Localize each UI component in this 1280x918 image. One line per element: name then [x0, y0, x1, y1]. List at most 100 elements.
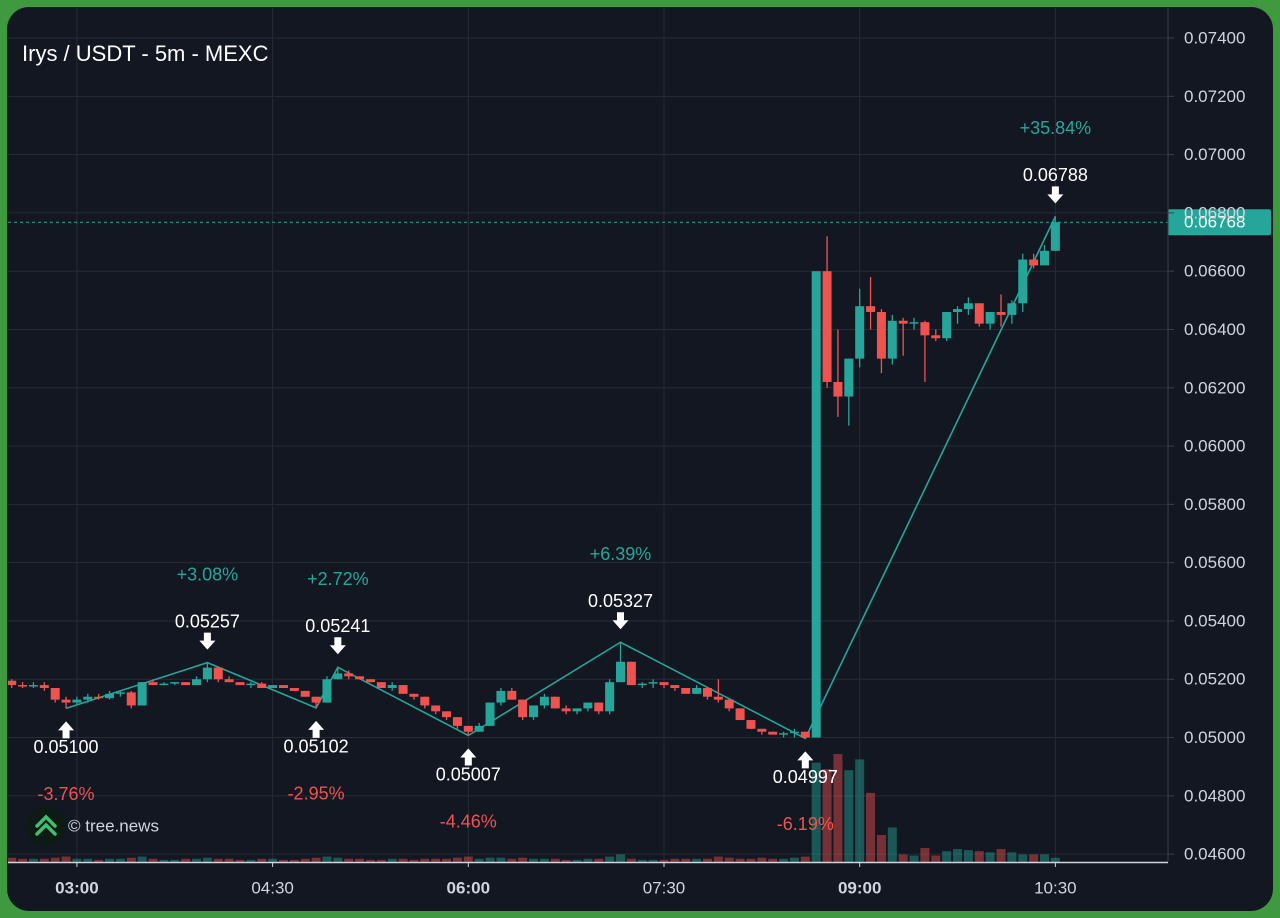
candle-body — [257, 683, 267, 688]
volume-bar — [452, 857, 462, 862]
y-tick-label: 0.05400 — [1184, 611, 1245, 630]
candle-body — [974, 303, 984, 324]
volume-bar — [431, 858, 441, 862]
volume-bar — [387, 858, 397, 862]
volume-bar — [126, 857, 136, 862]
volume-bar — [670, 858, 680, 862]
volume-bar — [789, 857, 799, 862]
volume-bar — [300, 858, 310, 862]
candle-body — [594, 702, 604, 712]
pivot-change-label: +35.84% — [1020, 118, 1092, 138]
candle-body — [855, 306, 865, 359]
candle-body — [333, 673, 343, 680]
candle-body — [28, 685, 38, 687]
candle-body — [670, 685, 680, 688]
volume-bar — [50, 857, 60, 862]
watermark: © tree.news — [26, 806, 159, 846]
volume-bar — [1039, 854, 1049, 862]
zigzag-layer — [65, 216, 1057, 740]
volume-bar — [648, 859, 658, 862]
volume-bar — [235, 859, 245, 862]
candle-layer — [8, 216, 1060, 739]
candle-body — [192, 679, 202, 686]
volume-bar — [246, 859, 256, 862]
candle-body — [746, 720, 756, 729]
candle-body — [278, 685, 288, 688]
volume-bar — [61, 856, 71, 862]
volume-bar — [1029, 854, 1039, 862]
candle-body — [496, 690, 506, 703]
watermark-icon — [35, 814, 57, 836]
y-tick-label: 0.06600 — [1184, 262, 1245, 281]
candle-body — [409, 693, 419, 697]
volume-bar — [550, 858, 560, 862]
volume-bar — [898, 854, 908, 862]
candle-body — [1018, 259, 1028, 304]
candle-body — [452, 717, 462, 726]
pivot-change-label: -3.76% — [38, 784, 95, 804]
volume-bar — [702, 858, 712, 862]
candle-body — [485, 702, 495, 726]
pivot-change-label: -2.95% — [288, 784, 345, 804]
volume-bar — [1007, 852, 1017, 862]
candle-body — [800, 731, 810, 738]
volume-bar — [920, 847, 930, 862]
candle-body — [779, 733, 789, 735]
volume-bar — [39, 858, 49, 862]
panel — [7, 7, 1273, 911]
candle-body — [355, 676, 365, 680]
y-tick-label: 0.06400 — [1184, 320, 1245, 339]
candle-body — [72, 699, 82, 703]
candle-body — [561, 708, 571, 712]
candle-body — [626, 661, 636, 686]
candle-body — [159, 683, 169, 686]
volume-bar — [355, 858, 365, 862]
watermark-text: © tree.news — [68, 816, 159, 835]
y-tick-label: 0.07400 — [1184, 29, 1245, 48]
axes: 0.04600 0.04800 0.05000 0.05200 0.05400 0.056… — [55, 29, 1245, 898]
candle-body — [148, 682, 158, 686]
pivot-arrow — [329, 637, 346, 655]
candle-body — [289, 687, 299, 691]
volume-bar — [996, 849, 1006, 862]
volume-bar — [800, 856, 810, 862]
candle-body — [605, 682, 615, 712]
volume-bar — [594, 858, 604, 862]
pivot-arrow — [460, 748, 477, 766]
volume-bar — [420, 858, 430, 862]
volume-bar — [692, 858, 702, 862]
candle-body — [39, 685, 49, 688]
volume-bar — [213, 858, 223, 862]
last-price-label: 0.06768 — [1184, 213, 1245, 232]
volume-bar — [289, 859, 299, 862]
candle-body — [953, 309, 963, 313]
candle-body — [909, 322, 919, 324]
candle-body — [898, 320, 908, 324]
volume-bar — [28, 858, 38, 862]
candle-body — [692, 687, 702, 694]
volume-bar — [713, 856, 723, 862]
x-tick-label: 10:30 — [1034, 878, 1077, 897]
candle-body — [246, 683, 256, 686]
volume-bar — [735, 858, 745, 862]
candle-body — [702, 687, 712, 697]
volume-bar — [681, 858, 691, 862]
y-tick-label: 0.04800 — [1184, 786, 1245, 805]
volume-bar — [529, 858, 539, 862]
candle-body — [583, 702, 593, 709]
candle-body — [866, 306, 876, 313]
volume-bar — [561, 859, 571, 862]
volume-bar — [463, 856, 473, 862]
volume-bar — [583, 858, 593, 862]
volume-bar — [398, 858, 408, 862]
y-tick-label: 0.05000 — [1184, 728, 1245, 747]
y-tick-label: 0.07200 — [1184, 87, 1245, 106]
volume-bar — [866, 792, 876, 862]
volume-bar — [496, 857, 506, 862]
volume-bar — [844, 770, 854, 862]
candle-body — [202, 667, 212, 680]
candle-body — [844, 358, 854, 397]
y-tick-label: 0.07000 — [1184, 145, 1245, 164]
candle-body — [735, 708, 745, 721]
candle-body — [1050, 222, 1060, 251]
